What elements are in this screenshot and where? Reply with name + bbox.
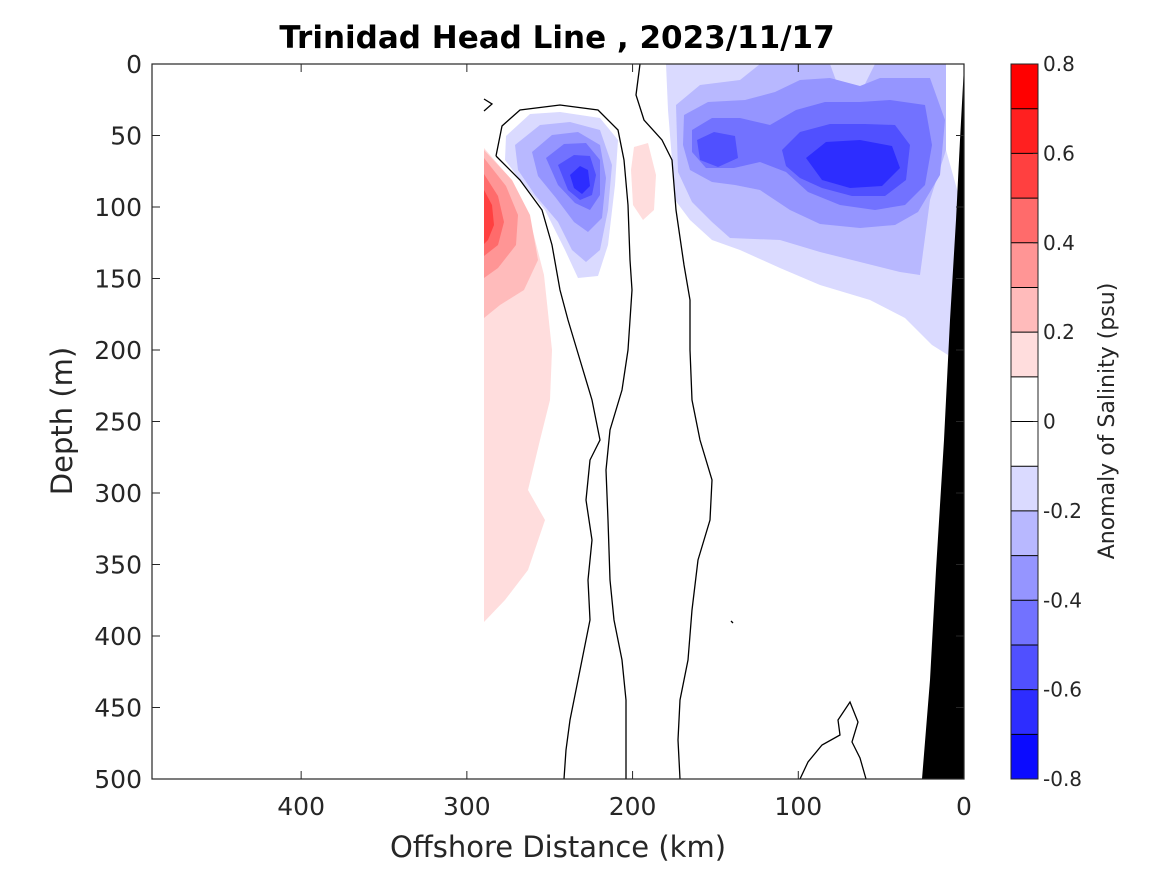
seafloor-land	[922, 66, 964, 779]
y-tick-label: 450	[94, 694, 142, 723]
colorbar-swatch	[1011, 689, 1038, 735]
x-axis-label: Offshore Distance (km)	[390, 830, 726, 864]
chart-title: Trinidad Head Line , 2023/11/17	[279, 20, 834, 56]
x-tick-label: 0	[956, 792, 972, 821]
y-tick-label: 300	[94, 479, 142, 508]
x-axis: 400 300 200 100 0	[277, 64, 972, 821]
colorbar-swatch	[1011, 64, 1038, 110]
y-tick-label: 150	[94, 265, 142, 294]
colorbar-swatch	[1011, 421, 1038, 467]
y-tick-label: 250	[94, 408, 142, 437]
zero-contour-lines	[483, 63, 867, 780]
colorbar-swatch	[1011, 153, 1038, 199]
colorbar-tick-label: -0.6	[1043, 678, 1082, 702]
contour-line-6	[730, 620, 734, 624]
y-tick-label: 0	[126, 50, 142, 79]
colorbar-swatch	[1011, 510, 1038, 557]
negative-anomaly-a-0.6	[570, 166, 590, 194]
colorbar-tick-label: 0.2	[1043, 320, 1075, 344]
colorbar-label: Anomaly of Salinity (psu)	[1095, 283, 1120, 560]
x-tick-label: 300	[443, 792, 491, 821]
y-tick-label: 350	[94, 551, 142, 580]
y-tick-label: 500	[94, 765, 142, 794]
colorbar: 0.8 0.6 0.4 0.2 0 -0.2 -0.4 -0.6 -0.8	[1010, 52, 1082, 791]
contour-line-1	[635, 63, 713, 780]
x-tick-label: 100	[774, 792, 822, 821]
contour-plot-area: 400 300 200 100 0 0 50 100 150 200 250 300 350 400 45…	[94, 50, 972, 821]
x-tick-label: 200	[609, 792, 657, 821]
colorbar-swatch	[1011, 555, 1038, 601]
colorbar-tick-label: -0.2	[1043, 499, 1082, 523]
colorbar-tick-label: 0.8	[1043, 52, 1075, 76]
colorbar-swatch	[1011, 466, 1038, 512]
colorbar-swatch	[1011, 108, 1038, 154]
y-tick-label: 400	[94, 622, 142, 651]
colorbar-swatch	[1011, 376, 1038, 422]
colorbar-swatch	[1011, 734, 1038, 780]
colorbar-tick-label: 0.4	[1043, 231, 1075, 255]
colorbar-tick-label: 0	[1043, 410, 1056, 434]
contour-line-5	[799, 700, 867, 780]
colorbar-swatch	[1011, 287, 1038, 333]
colorbar-swatch	[1011, 332, 1038, 378]
y-tick-label: 50	[110, 122, 142, 151]
positive-anomaly-small	[631, 143, 656, 220]
colorbar-swatch	[1011, 198, 1038, 244]
contour-line-3	[495, 104, 633, 779]
colorbar-tick-label: -0.4	[1043, 588, 1082, 612]
x-tick-label: 400	[277, 792, 325, 821]
positive-anomaly-0.5	[484, 190, 494, 244]
colorbar-swatch	[1011, 644, 1038, 691]
y-tick-label: 100	[94, 193, 142, 222]
contour-line-2	[483, 98, 494, 112]
colorbar-swatch	[1011, 242, 1038, 288]
y-axis-label: Depth (m)	[45, 347, 79, 495]
negative-anomaly-b-0.6	[806, 140, 900, 188]
colorbar-swatch	[1011, 600, 1038, 646]
contour-line-4	[495, 155, 601, 780]
colorbar-tick-label: -0.8	[1043, 767, 1082, 791]
y-tick-label: 200	[94, 336, 142, 365]
colorbar-tick-label: 0.6	[1043, 141, 1075, 165]
y-axis: 0 50 100 150 200 250 300 350 400 450 500	[94, 50, 964, 794]
